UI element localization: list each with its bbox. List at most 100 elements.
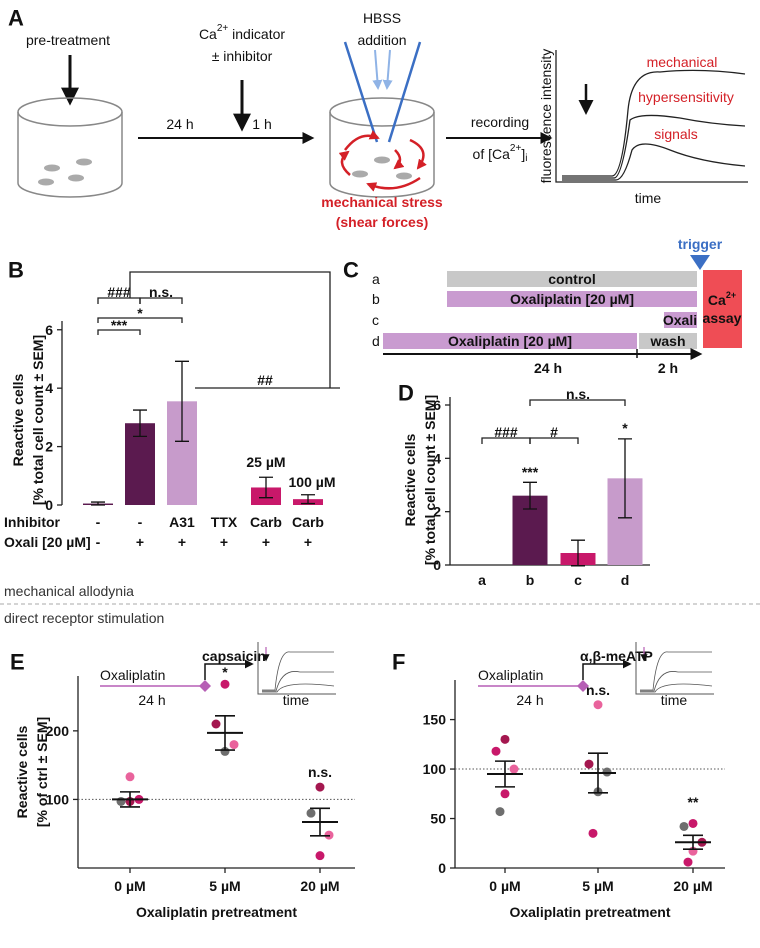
row-label: b — [372, 291, 380, 307]
data-point — [229, 740, 239, 750]
y-tick-label: 6 — [433, 397, 441, 413]
y-tick-label: 2 — [45, 439, 53, 455]
panel-letter: A — [8, 6, 24, 31]
x-tick-label: + — [304, 534, 312, 550]
x-tick-label: - — [138, 514, 143, 530]
data-point — [588, 828, 598, 838]
x-tick-label: + — [136, 534, 144, 550]
y-tick-label: 6 — [45, 322, 53, 338]
annotation: * — [137, 305, 143, 321]
annotation: n.s. — [149, 284, 173, 300]
x-tick-label: - — [96, 514, 101, 530]
x-tick-label: 5 µM — [209, 878, 240, 894]
bracket — [529, 437, 579, 444]
bar-label: wash — [649, 333, 685, 349]
section-divider: mechanical allodynia direct receptor sti… — [0, 583, 760, 626]
bracket — [97, 329, 141, 335]
x-tick-label: + — [178, 534, 186, 550]
inset-arrow — [582, 659, 632, 680]
row-label: Inhibitor — [4, 514, 61, 530]
data-point — [315, 851, 325, 861]
y-tick-label: 50 — [430, 811, 446, 827]
bracket — [97, 317, 183, 323]
row-label: Oxali [20 µM] — [4, 534, 91, 550]
inset-label: Oxaliplatin — [478, 667, 543, 683]
timeline-bar — [447, 291, 697, 307]
annotation: ### — [107, 284, 131, 300]
inset-arrow — [204, 659, 254, 680]
sem-bar — [310, 807, 330, 837]
data-point — [679, 821, 689, 831]
x-tick-label: + — [220, 534, 228, 550]
data-point — [116, 796, 126, 806]
data-point — [509, 764, 519, 774]
x-tick-label: 20 µM — [673, 878, 712, 894]
data-point — [688, 818, 698, 828]
axis-label: time — [635, 190, 662, 206]
trace-graph: fluorescence intensity time mechanical h… — [538, 49, 748, 206]
error-bar — [175, 360, 189, 442]
panel-letter: F — [392, 650, 405, 675]
data-point — [315, 782, 325, 792]
inset-diamond — [577, 680, 589, 692]
y-tick-label: 0 — [433, 557, 441, 573]
annotation: * — [622, 420, 628, 436]
bar-label: Oxali — [663, 312, 697, 328]
inset-label: Oxaliplatin — [100, 667, 165, 683]
x-tick-label: 0 µM — [114, 878, 145, 894]
label: mechanical stress — [321, 194, 443, 210]
x-axis-label: Oxaliplatin pretreatment — [136, 904, 297, 920]
row-label: c — [372, 312, 379, 328]
y-tick-label: 200 — [46, 723, 70, 739]
time-label: 2 h — [658, 360, 678, 376]
y-tick-label: 4 — [45, 380, 53, 396]
timeline-bar — [639, 333, 697, 349]
timeline-bar — [664, 312, 697, 328]
sem-bar — [495, 760, 515, 788]
inset-label: capsaicin — [202, 648, 266, 664]
label: HBSS — [363, 10, 401, 26]
error-bar — [91, 501, 105, 506]
label: signals — [654, 126, 698, 142]
y-axis-label: Reactive cells — [10, 373, 26, 466]
time-label: 24 h — [534, 360, 562, 376]
annotation: ** — [688, 794, 699, 810]
data-point — [683, 857, 693, 867]
data-point — [211, 719, 221, 729]
data-point — [125, 772, 135, 782]
label: recording — [471, 114, 529, 130]
inset-trace — [640, 651, 713, 693]
y-axis-label: Reactive cells — [14, 725, 30, 818]
label: 24 h — [166, 116, 193, 132]
y-axis-label: Reactive cells — [402, 433, 418, 526]
bar-label: control — [548, 271, 595, 287]
sem-bar — [120, 791, 140, 808]
bracket — [529, 399, 626, 406]
bar-label: Oxaliplatin [20 µM] — [510, 291, 634, 307]
dish — [329, 41, 435, 198]
y-axis-label: [% total cell count ± SEM] — [422, 395, 438, 565]
x-tick-label: d — [621, 572, 630, 588]
trigger-label: trigger — [678, 236, 723, 252]
data-point — [220, 746, 230, 756]
inset-label: α,β-meATP — [580, 648, 653, 664]
row-label: a — [372, 271, 380, 287]
x-tick-label: 0 µM — [489, 878, 520, 894]
y-tick-label: 0 — [45, 497, 53, 513]
data-point — [220, 679, 230, 689]
data-point — [584, 759, 594, 769]
panel-a: A pre-treatment 24 h 1 h Ca2+ indicator … — [8, 6, 748, 230]
x-tick-label: b — [526, 572, 535, 588]
axis-label: fluorescence intensity — [538, 49, 554, 184]
dish — [17, 97, 123, 198]
y-axis-label: [% of ctrl ± SEM] — [34, 717, 50, 827]
annotation: # — [550, 424, 558, 440]
y-tick-label: 150 — [423, 712, 447, 728]
bar-label: Oxaliplatin [20 µM] — [448, 333, 572, 349]
panel-c: C a b c d control Oxaliplatin [20 µM] Ox… — [343, 236, 742, 376]
panel-letter: C — [343, 258, 359, 283]
timeline-bar — [447, 271, 697, 287]
bracket — [129, 271, 340, 389]
x-axis-label: Oxaliplatin pretreatment — [509, 904, 670, 920]
